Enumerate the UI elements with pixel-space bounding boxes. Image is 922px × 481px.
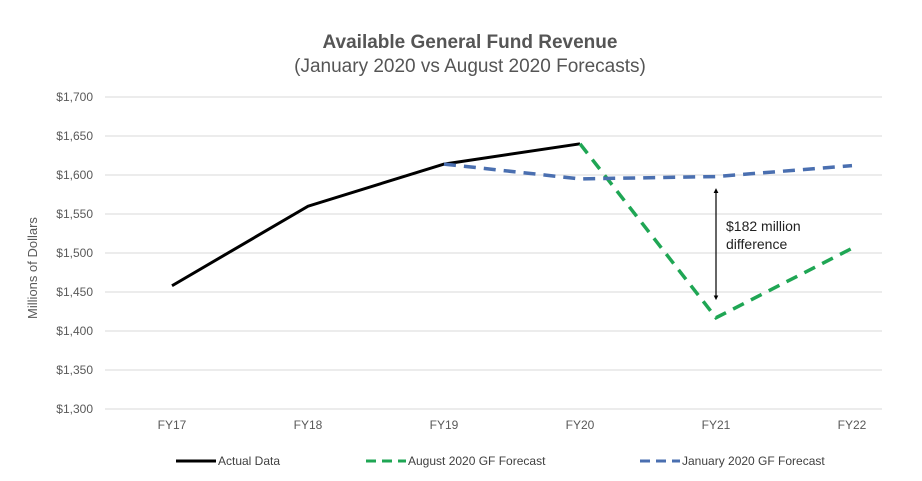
y-tick-label: $1,600 — [56, 168, 93, 182]
annotation-text: difference — [726, 236, 787, 252]
y-tick-label: $1,500 — [56, 246, 93, 260]
x-tick-label: FY20 — [566, 418, 595, 432]
legend-label: August 2020 GF Forecast — [408, 454, 546, 468]
y-tick-label: $1,400 — [56, 324, 93, 338]
x-tick-label: FY21 — [702, 418, 731, 432]
y-axis-label: Millions of Dollars — [25, 217, 40, 319]
legend-label: Actual Data — [218, 454, 280, 468]
y-tick-label: $1,550 — [56, 207, 93, 221]
series-line — [443, 162, 853, 181]
y-tick-label: $1,350 — [56, 363, 93, 377]
x-tick-label: FY18 — [294, 418, 323, 432]
y-tick-label: $1,300 — [56, 402, 93, 416]
annotation-text: $182 million — [726, 218, 801, 234]
x-tick-label: FY22 — [838, 418, 867, 432]
chart-subtitle: (January 2020 vs August 2020 Forecasts) — [294, 56, 646, 77]
series-line — [171, 142, 581, 288]
x-tick-label: FY19 — [430, 418, 459, 432]
chart-title: Available General Fund Revenue — [323, 32, 618, 53]
y-tick-label: $1,650 — [56, 129, 93, 143]
x-tick-label: FY17 — [158, 418, 187, 432]
y-tick-label: $1,700 — [56, 90, 93, 104]
series-line — [578, 142, 853, 320]
legend-label: January 2020 GF Forecast — [682, 454, 825, 468]
y-tick-label: $1,450 — [56, 285, 93, 299]
